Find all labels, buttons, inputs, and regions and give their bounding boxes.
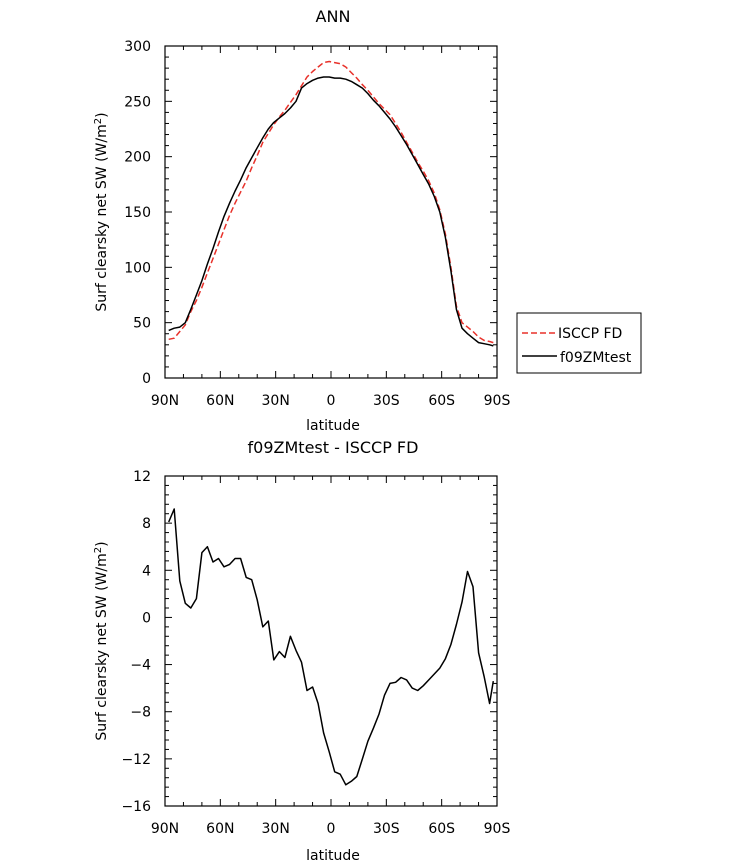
bottom-y-tick-label: −16 (121, 799, 151, 815)
top-x-tick-label: 60S (428, 393, 455, 409)
bottom-series-line-diff (168, 508, 495, 786)
top-chart-title: ANN (316, 7, 351, 26)
bottom-x-tick-label: 30S (373, 821, 400, 837)
bottom-ylabel-main: Surf clearsky net SW (W/m (94, 553, 110, 740)
top-x-tick-label: 90N (151, 393, 179, 409)
bottom-chart-title: f09ZMtest - ISCCP FD (248, 438, 419, 457)
bottom-y-tick-label: 4 (142, 563, 151, 579)
bottom-y-tick-label: 12 (133, 469, 151, 485)
bottom-y-tick-label: 8 (142, 516, 151, 532)
top-y-tick-label: 100 (124, 260, 151, 276)
bottom-y-tick-label: −4 (130, 658, 151, 674)
bottom-y-tick-label: −8 (130, 705, 151, 721)
top-y-tick-label: 200 (124, 150, 151, 166)
bottom-x-tick-label: 30N (262, 821, 290, 837)
bottom-chart-xlabel: latitude (306, 848, 360, 864)
top-ylabel-main: Surf clearsky net SW (W/m (94, 124, 110, 311)
top-y-tick-label: 150 (124, 205, 151, 221)
top-x-tick-label: 60N (206, 393, 234, 409)
top-y-tick-label: 300 (124, 39, 151, 55)
top-y-tick-label: 250 (124, 94, 151, 110)
bottom-chart-panel: f09ZMtest - ISCCP FD latitude Surf clear… (93, 438, 511, 864)
legend-label-isccp: ISCCP FD (558, 326, 622, 342)
top-chart-xlabel: latitude (306, 418, 360, 434)
bottom-x-tick-label: 0 (327, 821, 336, 837)
top-y-tick-label: 0 (142, 371, 151, 387)
top-x-tick-label: 30S (373, 393, 400, 409)
top-x-tick-label: 30N (262, 393, 290, 409)
top-chart-ylabel: Surf clearsky net SW (W/m2) (93, 112, 111, 311)
bottom-y-tick-label: 0 (142, 610, 151, 626)
top-x-tick-label: 90S (484, 393, 511, 409)
bottom-ylabel-sup: 2 (93, 547, 104, 553)
bottom-y-tick-label: −12 (121, 752, 151, 768)
legend-box (516, 312, 642, 374)
top-series-line-f09zmtest (168, 76, 494, 347)
top-chart-panel: ANN latitude Surf clearsky net SW (W/m2)… (93, 7, 642, 434)
top-ylabel-sup: 2 (93, 118, 104, 124)
top-ylabel-end: ) (94, 112, 110, 117)
bottom-x-tick-label: 60N (206, 821, 234, 837)
bottom-ylabel-end: ) (94, 541, 110, 546)
top-y-tick-label: 50 (133, 316, 151, 332)
top-plot-frame (164, 45, 498, 379)
bottom-x-tick-label: 90N (151, 821, 179, 837)
top-series-line-isccp-fd (168, 60, 494, 344)
top-x-tick-label: 0 (327, 393, 336, 409)
bottom-x-tick-label: 90S (484, 821, 511, 837)
legend-label-model: f09ZMtest (560, 350, 632, 366)
bottom-chart-ylabel: Surf clearsky net SW (W/m2) (93, 541, 111, 740)
chart-legend: ISCCP FD f09ZMtest (516, 312, 642, 374)
bottom-x-tick-label: 60S (428, 821, 455, 837)
